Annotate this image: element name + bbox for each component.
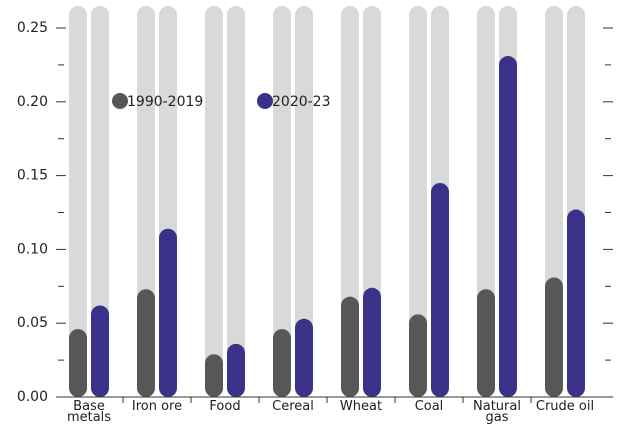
bar: [477, 289, 495, 397]
bar: [91, 305, 109, 397]
y-tick-label: 0.20: [17, 94, 48, 110]
bar: [273, 329, 291, 397]
bar-track: [409, 6, 427, 397]
y-tick-label: 0.25: [17, 20, 48, 36]
bar: [545, 277, 563, 397]
bar: [137, 289, 155, 397]
y-tick-label: 0.00: [17, 389, 48, 405]
bar: [431, 182, 449, 397]
x-tick-label: Wheat: [339, 399, 383, 414]
legend-label: 2020-23: [272, 94, 331, 110]
bar: [159, 228, 177, 397]
bar-track: [91, 6, 109, 397]
bar-track: [227, 6, 245, 397]
legend-marker: [257, 93, 273, 109]
legend-label: 1990-2019: [127, 94, 203, 110]
x-tick-label: Food: [209, 399, 241, 414]
x-tick-label: Coal: [414, 399, 444, 414]
bar: [295, 318, 313, 397]
legend-marker: [112, 93, 128, 109]
y-tick-label: 0.15: [17, 168, 48, 184]
x-tick-label: Cereal: [272, 399, 314, 414]
bar: [69, 329, 87, 397]
bar-track: [273, 6, 291, 397]
bar: [567, 209, 585, 397]
bar-track: [205, 6, 223, 397]
x-tick-label: Crude oil: [535, 399, 595, 414]
bar: [341, 296, 359, 397]
bar: [409, 314, 427, 397]
bar-track: [69, 6, 87, 397]
bar: [205, 354, 223, 397]
y-tick-label: 0.05: [17, 315, 48, 331]
bar: [499, 56, 517, 397]
x-tick-label: Base metals: [66, 399, 112, 425]
bar: [227, 343, 245, 397]
y-tick-label: 0.10: [17, 241, 48, 257]
x-tick-label: Iron ore: [131, 399, 183, 414]
bar-track: [295, 6, 313, 397]
x-tick-label: Natural gas: [473, 399, 521, 425]
bar: [363, 287, 381, 397]
